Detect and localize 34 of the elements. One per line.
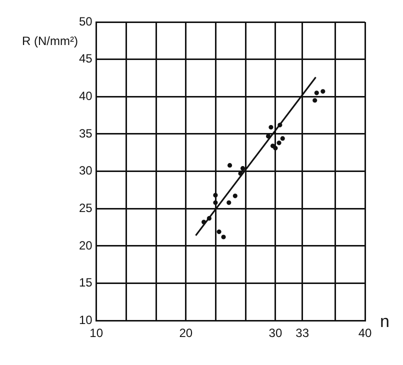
- point: [278, 122, 282, 128]
- point: [312, 98, 318, 103]
- y-tick-label: 50: [78, 14, 93, 28]
- y-tick-label: 20: [78, 238, 93, 252]
- point: [273, 146, 278, 150]
- point: [202, 220, 206, 224]
- y-tick-label: 25: [78, 200, 93, 215]
- point: [280, 136, 285, 141]
- point: [276, 140, 282, 146]
- y-tick-label: 15: [78, 276, 93, 290]
- point: [213, 192, 218, 198]
- point: [221, 234, 226, 240]
- y-tick-label: 40: [78, 88, 93, 103]
- point: [240, 166, 246, 171]
- point: [227, 163, 232, 168]
- point: [206, 216, 212, 221]
- point: [268, 124, 274, 130]
- point: [226, 200, 232, 205]
- y-tick-label: 30: [78, 164, 93, 178]
- point: [213, 200, 218, 205]
- y-tick-label: 45: [78, 52, 93, 66]
- x-axis-title: n: [380, 312, 390, 332]
- point: [216, 229, 222, 234]
- x-tick-label: 33: [296, 326, 310, 340]
- y-tick-label: 35: [78, 126, 93, 140]
- point: [314, 90, 319, 96]
- y-axis-title: R (N/mm²): [22, 34, 78, 48]
- x-tick-label: 30: [268, 326, 282, 340]
- x-tick-label: 40: [358, 326, 372, 340]
- point: [232, 194, 238, 198]
- point: [320, 89, 326, 94]
- y-tick-label: 10: [78, 312, 93, 327]
- x-tick-label: 20: [179, 326, 193, 340]
- x-tick-label: 10: [90, 326, 104, 340]
